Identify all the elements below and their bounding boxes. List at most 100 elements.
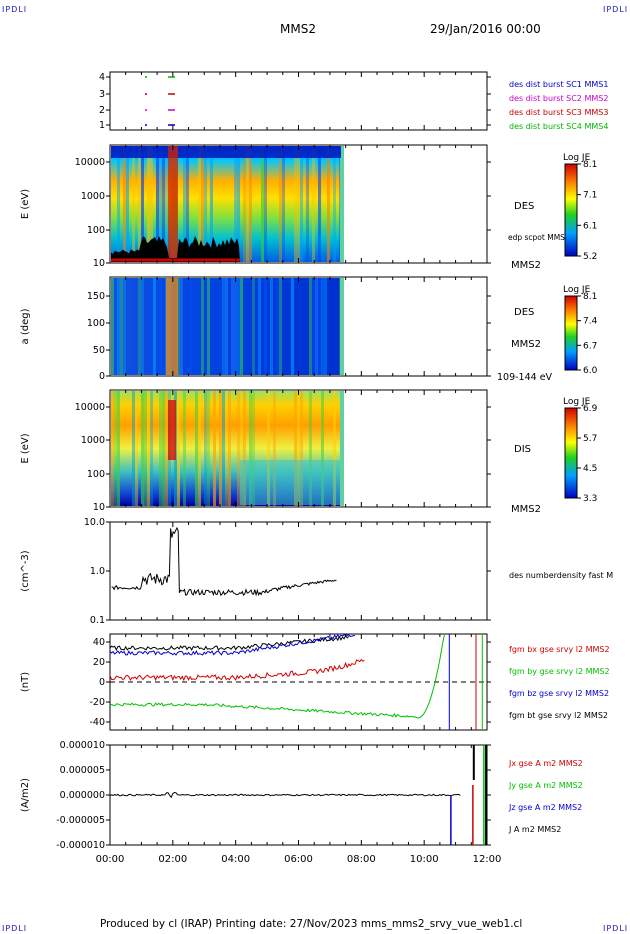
dis-energy-column — [228, 391, 231, 506]
bz-series-line — [109, 633, 356, 656]
dis-energy-column — [297, 391, 300, 506]
x-tick-label: 02:00 — [158, 854, 187, 865]
x-tick-label: 10:00 — [410, 854, 439, 865]
dis-energy-colorbar-tick-label: 4.5 — [583, 464, 597, 474]
des-energy-column — [141, 146, 144, 262]
dis-energy-colorbar-tick-label: 6.9 — [583, 404, 598, 414]
des-energy-column — [264, 146, 267, 262]
des-pitch-column — [123, 278, 126, 375]
dis-energy-tick-label: 1000 — [81, 435, 105, 446]
des-pitch-column — [153, 278, 156, 375]
dis-energy-colorbar — [564, 407, 578, 499]
des-pitch-column — [276, 278, 279, 375]
corner-label-top-right: IPDLI — [603, 5, 629, 14]
by-series-line — [109, 633, 446, 719]
des-energy-column — [183, 146, 186, 262]
current-legend-label: Jz gse A m2 MMS2 — [508, 803, 582, 812]
dis-energy-column — [183, 391, 186, 506]
des-energy-column — [297, 146, 300, 262]
des-energy-colorbar-title: Log JE — [563, 153, 591, 163]
dis-energy-colorbar-title: Log JE — [563, 397, 591, 407]
x-tick-label: 12:00 — [473, 854, 502, 865]
des-energy-column — [162, 146, 165, 262]
dis-energy-column — [222, 391, 225, 506]
density-tick-label: 10.0 — [84, 517, 105, 528]
des-energy-column — [147, 146, 150, 262]
des-energy-colorbar-tick-label: 5.2 — [583, 252, 597, 262]
y-axis-label: a (deg) — [20, 308, 31, 344]
dis-energy-colorbar-tick-label: 3.3 — [583, 494, 597, 504]
spacecraft-label: MMS2 — [511, 504, 541, 515]
dis-energy-column — [195, 391, 198, 506]
bt-series-line — [109, 634, 350, 652]
des-energy-column — [282, 146, 285, 262]
current-tick-label: 0.000000 — [60, 790, 105, 801]
instrument-label: DES — [514, 307, 534, 318]
des-energy-column — [261, 146, 264, 262]
dis-energy-tick-label: 10 — [93, 502, 105, 513]
des-pitch-column — [177, 278, 180, 375]
density-tick-label: 0.1 — [90, 615, 105, 626]
instrument-label: DIS — [514, 444, 531, 455]
current-tick-label: 0.000010 — [60, 740, 105, 751]
des-energy-column — [150, 146, 153, 262]
bx-series-line — [109, 658, 365, 682]
des-energy-column — [279, 146, 282, 262]
dis-energy-column — [204, 391, 207, 506]
burst-legend-label: des dist burst SC2 MMS2 — [509, 94, 608, 103]
x-tick-label: 00:00 — [96, 854, 125, 865]
current-tick-label: 0.000005 — [60, 765, 105, 776]
des-energy-column — [234, 146, 237, 262]
des-energy-column — [159, 146, 162, 262]
des-pitch-column — [231, 278, 234, 375]
dis-energy-column — [114, 391, 117, 506]
des-pitch-column — [237, 278, 240, 375]
des-pitch-column — [150, 278, 153, 375]
x-tick-label: 04:00 — [221, 854, 250, 865]
burst-legend-label: des dist burst SC4 MMS4 — [509, 122, 608, 131]
des-pitch-column — [240, 278, 243, 375]
spacecraft-label: MMS2 — [511, 339, 541, 350]
current-legend-label: Jx gse A m2 MMS2 — [508, 759, 583, 768]
des-energy-column — [165, 146, 168, 262]
dis-energy-column — [243, 391, 246, 506]
des-pitch-column — [279, 278, 282, 375]
dis-energy-tick-label: 100 — [87, 469, 105, 480]
burst-panel-tick-label: 1 — [99, 120, 105, 131]
energy-range-label: 109-144 eV — [497, 372, 553, 383]
dis-energy-column — [321, 391, 324, 506]
des-energy-column — [138, 146, 141, 262]
des-pitch-column — [291, 278, 294, 375]
dis-energy-column — [273, 391, 276, 506]
des-pitch-column — [189, 278, 192, 375]
dis-energy-column — [309, 391, 312, 506]
des-energy-tick-label: 1000 — [81, 191, 105, 202]
des-energy-column — [333, 146, 336, 262]
y-axis-label: E (eV) — [20, 189, 31, 219]
bfield-legend-label: fgm bt gse srvy l2 MMS2 — [509, 711, 608, 720]
x-tick-label: 06:00 — [284, 854, 313, 865]
bfield-tick-label: -40 — [89, 717, 105, 728]
dis-energy-column — [300, 391, 303, 506]
des-pitch-column — [321, 278, 324, 375]
dis-energy-column — [141, 391, 144, 506]
des-energy-colorbar-tick-label: 8.1 — [583, 160, 597, 170]
dis-energy-column — [240, 391, 243, 506]
des-pitch-column — [120, 278, 123, 375]
des-energy-top-band — [111, 146, 341, 158]
dis-energy-column — [207, 391, 210, 506]
dis-energy-column — [333, 391, 336, 506]
dis-energy-column — [147, 391, 150, 506]
dis-energy-column — [252, 391, 255, 506]
des-pitch-edge — [340, 278, 344, 375]
current-tick-label: -0.000010 — [56, 840, 105, 851]
instrument-label: DES — [514, 201, 534, 212]
dis-energy-column — [237, 391, 240, 506]
des-energy-column — [198, 146, 201, 262]
des-pitch-column — [309, 278, 312, 375]
des-energy-tick-label: 10000 — [75, 157, 105, 168]
des-pitch-colorbar-tick-label: 8.1 — [583, 292, 597, 302]
bfield-legend-label: fgm bx gse srvy l2 MMS2 — [509, 645, 610, 654]
des-energy-colorbar-tick-label: 7.1 — [583, 191, 597, 201]
des-energy-column — [246, 146, 249, 262]
